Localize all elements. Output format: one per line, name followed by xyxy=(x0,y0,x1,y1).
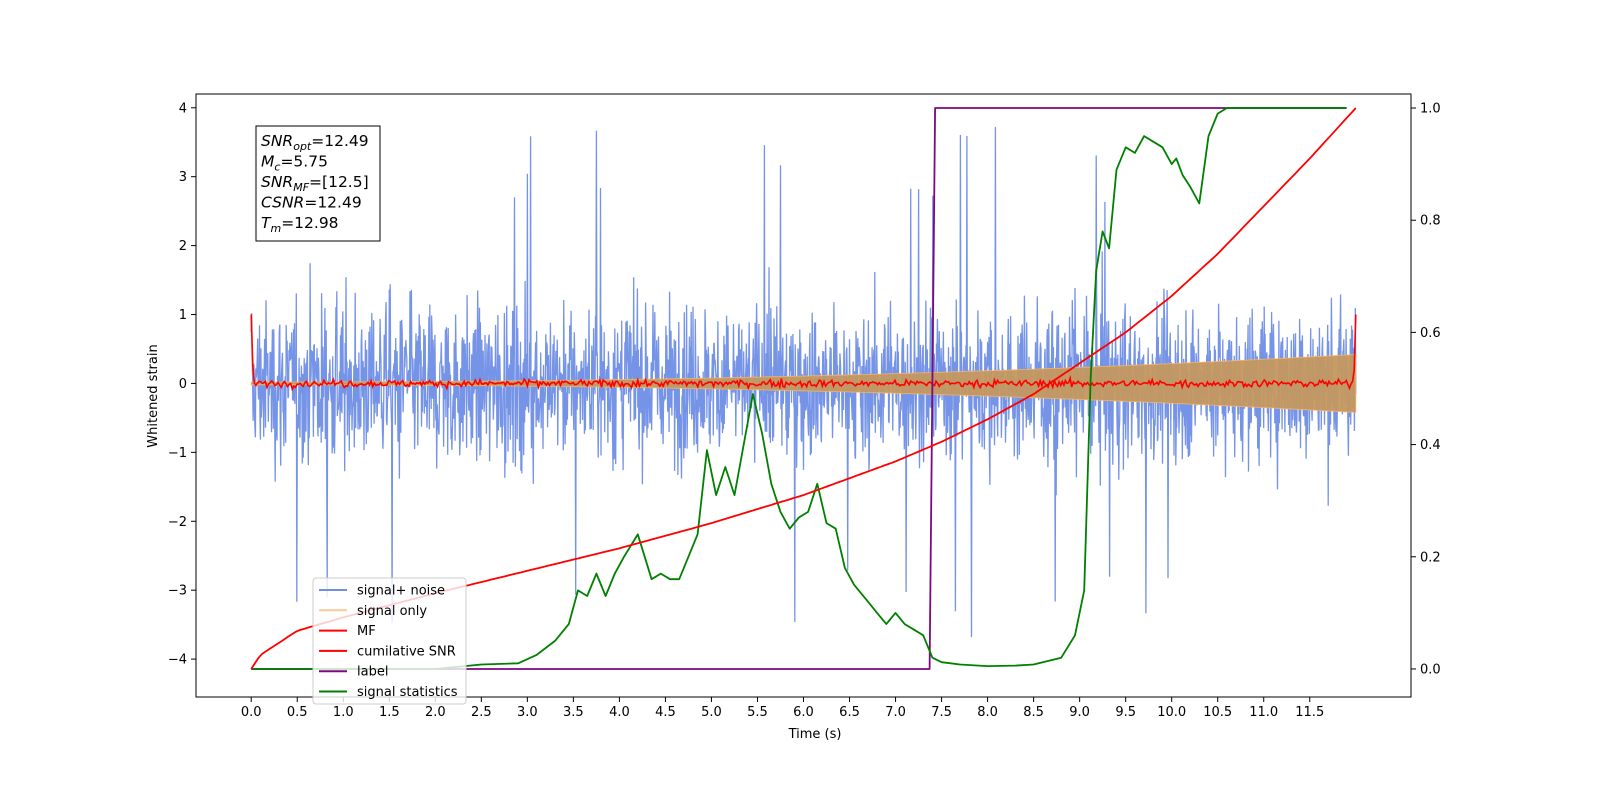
signal-statistics-line xyxy=(251,107,1347,670)
x-tick-label: 0.0 xyxy=(241,705,262,720)
x-tick-label: 0.5 xyxy=(287,705,308,720)
annotation-line: CSNR=12.49 xyxy=(261,194,362,212)
legend-label: label xyxy=(357,665,388,680)
x-tick-label: 5.0 xyxy=(701,705,722,720)
x-tick-label: 4.0 xyxy=(609,705,630,720)
legend-label: signal only xyxy=(357,604,427,619)
x-tick-label: 4.5 xyxy=(655,705,676,720)
legend-label: signal+ noise xyxy=(357,584,445,599)
x-tick-label: 2.5 xyxy=(471,705,492,720)
y-axis-ticks: 4 3 2 1 0 −1 −2 −3 −4 xyxy=(168,101,196,668)
y-tick-label: 2 xyxy=(179,239,187,254)
y-tick-label: 1 xyxy=(179,308,187,323)
annotation-box xyxy=(255,125,381,242)
y-tick-label: −3 xyxy=(168,584,187,599)
stats-annotation: SNRopt=12.49Mc=5.75SNRMF=[12.5]CSNR=12.4… xyxy=(255,125,381,242)
y-tick-label: −1 xyxy=(168,446,187,461)
annotation-line: SNRopt=12.49 xyxy=(261,132,369,153)
x-tick-label: 1.0 xyxy=(333,705,354,720)
x-tick-label: 6.5 xyxy=(839,705,860,720)
y-tick-label: 0 xyxy=(179,377,187,392)
x-axis-title: Time (s) xyxy=(788,727,842,742)
series-mf xyxy=(250,314,1357,392)
y2-tick-label: 0.6 xyxy=(1420,326,1441,341)
y2-tick-label: 1.0 xyxy=(1420,102,1441,117)
y2-axis-ticks: 1.0 0.8 0.6 0.4 0.2 0.0 xyxy=(1411,102,1441,677)
y-tick-label: −4 xyxy=(168,653,187,668)
y2-tick-label: 0.2 xyxy=(1420,550,1441,565)
x-tick-label: 3.5 xyxy=(563,705,584,720)
y2-tick-label: 0.0 xyxy=(1420,662,1441,677)
annotation-line: SNRMF=[12.5] xyxy=(261,173,369,194)
annotation-line: Mc=5.75 xyxy=(261,153,328,174)
x-tick-label: 5.5 xyxy=(747,705,768,720)
y-axis-title: Whitened strain xyxy=(146,344,161,447)
y2-tick-label: 0.8 xyxy=(1420,214,1441,229)
y2-tick-label: 0.4 xyxy=(1420,438,1441,453)
x-tick-label: 8.5 xyxy=(1023,705,1044,720)
x-tick-label: 7.0 xyxy=(885,705,906,720)
legend-label: signal statistics xyxy=(357,685,458,700)
x-tick-label: 11.0 xyxy=(1249,705,1278,720)
x-tick-label: 6.0 xyxy=(793,705,814,720)
x-tick-label: 3.0 xyxy=(517,705,538,720)
legend: signal+ noise signal only MF cumilative SNR… xyxy=(312,577,467,705)
label-line xyxy=(251,107,1347,670)
x-tick-label: 8.0 xyxy=(977,705,998,720)
x-tick-label: 11.5 xyxy=(1295,705,1324,720)
x-tick-label: 9.5 xyxy=(1115,705,1136,720)
x-tick-label: 1.5 xyxy=(379,705,400,720)
y-tick-label: 4 xyxy=(179,101,187,116)
x-tick-label: 2.0 xyxy=(425,705,446,720)
y-tick-label: 3 xyxy=(179,170,187,185)
x-tick-label: 10.5 xyxy=(1203,705,1232,720)
annotation-line: Tm=12.98 xyxy=(261,214,339,235)
legend-label: MF xyxy=(357,624,376,639)
x-tick-label: 7.5 xyxy=(931,705,952,720)
x-tick-label: 10.0 xyxy=(1157,705,1186,720)
legend-box xyxy=(312,577,467,705)
legend-label: cumilative SNR xyxy=(357,644,456,659)
mf-line xyxy=(250,314,1357,392)
x-axis-ticks: 0.0 0.5 1.0 1.5 2.0 2.5 3.0 3.5 4.0 4.5 5.0 5.5 6.0 6… xyxy=(241,697,1324,720)
x-tick-label: 9.0 xyxy=(1069,705,1090,720)
y-tick-label: −2 xyxy=(168,515,187,530)
